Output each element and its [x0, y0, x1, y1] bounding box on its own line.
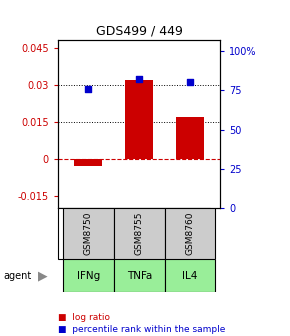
- Point: [137, 77, 142, 82]
- Text: TNFa: TNFa: [126, 270, 152, 281]
- Point: [188, 80, 192, 85]
- Title: GDS499 / 449: GDS499 / 449: [96, 25, 183, 38]
- Bar: [114, 259, 165, 292]
- Text: IL4: IL4: [182, 270, 198, 281]
- Text: ■  log ratio: ■ log ratio: [58, 313, 110, 322]
- Bar: [63, 208, 114, 259]
- Text: IFNg: IFNg: [77, 270, 100, 281]
- Bar: [125, 80, 153, 159]
- Point: [86, 86, 91, 91]
- Bar: [75, 159, 102, 166]
- Text: agent: agent: [3, 270, 31, 281]
- Bar: [63, 259, 114, 292]
- Text: GSM8750: GSM8750: [84, 212, 93, 255]
- Bar: [176, 117, 204, 159]
- Bar: [165, 208, 215, 259]
- Bar: [114, 208, 165, 259]
- Text: GSM8755: GSM8755: [135, 212, 144, 255]
- Text: ■  percentile rank within the sample: ■ percentile rank within the sample: [58, 326, 225, 334]
- Bar: [165, 259, 215, 292]
- Text: ▶: ▶: [38, 269, 47, 282]
- Text: GSM8760: GSM8760: [185, 212, 195, 255]
